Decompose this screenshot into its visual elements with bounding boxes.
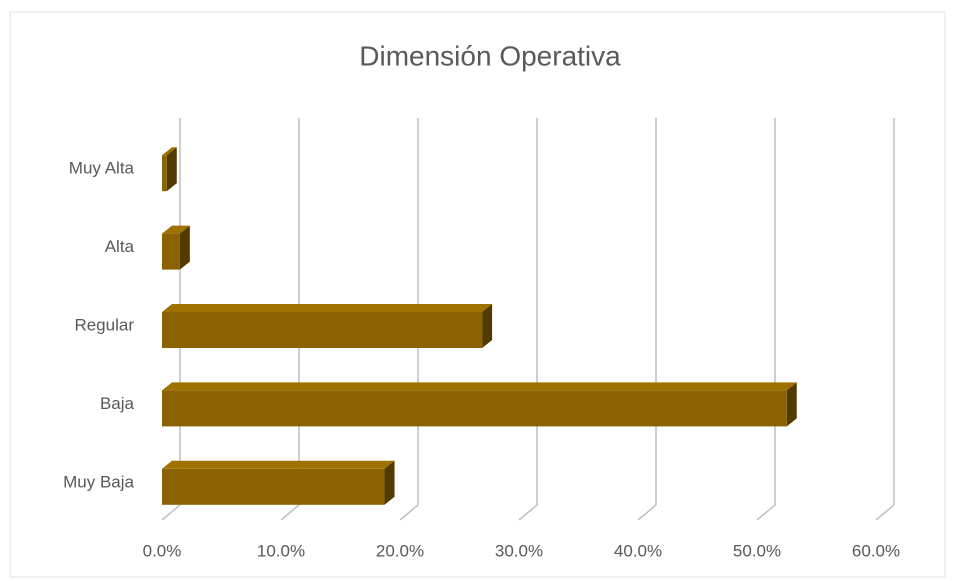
x-tick-label: 0.0% xyxy=(143,541,182,560)
grid-line xyxy=(875,118,895,521)
y-tick-label: Regular xyxy=(74,315,134,334)
grid-line xyxy=(280,118,300,521)
bar-side xyxy=(179,225,190,270)
bar xyxy=(162,147,177,192)
bar-front xyxy=(162,468,385,505)
chart-title: Dimensión Operativa xyxy=(359,40,621,71)
bar xyxy=(162,382,797,427)
bar xyxy=(162,225,190,270)
bar-top xyxy=(162,382,797,391)
y-tick-label: Baja xyxy=(100,394,135,413)
bar-top xyxy=(162,460,395,469)
bar-top xyxy=(162,304,493,312)
bar-front xyxy=(162,390,787,427)
x-tick-label: 50.0% xyxy=(733,541,781,560)
grid-line xyxy=(756,118,776,521)
x-tick-label: 40.0% xyxy=(614,541,662,560)
y-tick-label: Muy Alta xyxy=(69,159,135,178)
bar-top xyxy=(162,147,177,156)
bar-side xyxy=(166,147,177,192)
x-tick-label: 30.0% xyxy=(495,541,543,560)
bar-side xyxy=(786,382,797,427)
bar-front xyxy=(162,155,167,192)
bar xyxy=(162,460,395,505)
x-tick-label: 10.0% xyxy=(257,541,305,560)
x-tick-label: 60.0% xyxy=(852,541,900,560)
x-tick-label: 20.0% xyxy=(376,541,424,560)
bar-front xyxy=(162,233,180,270)
bar-front xyxy=(162,312,483,348)
bar-top xyxy=(162,225,190,234)
bar-side xyxy=(482,304,493,348)
bar xyxy=(162,304,493,348)
grid-line xyxy=(637,118,657,521)
y-tick-label: Alta xyxy=(105,237,135,256)
grid-line xyxy=(518,118,538,521)
chart-frame xyxy=(9,11,946,578)
y-tick-label: Muy Baja xyxy=(63,472,134,491)
grid-line xyxy=(399,118,419,521)
bar-side xyxy=(384,460,395,505)
